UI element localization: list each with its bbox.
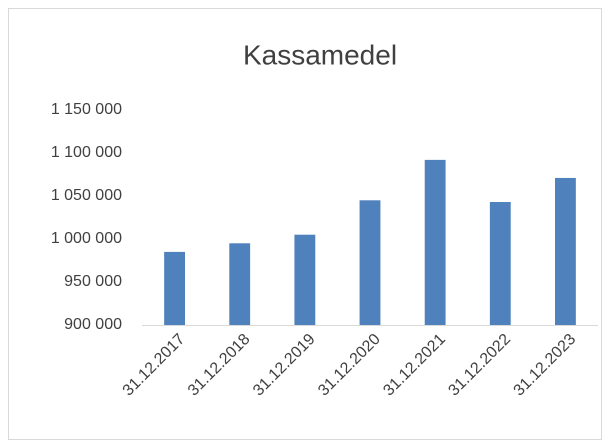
- bar: [359, 200, 381, 325]
- y-tick-label: 1 100 000: [51, 144, 122, 161]
- bar: [294, 234, 316, 325]
- chart-title: Kassamedel: [243, 39, 397, 70]
- y-tick-label: 950 000: [64, 273, 122, 290]
- y-tick-label: 1 050 000: [51, 187, 122, 204]
- y-tick-label: 1 000 000: [51, 230, 122, 247]
- chart-border: [8, 8, 602, 440]
- bar: [555, 177, 576, 325]
- bar: [489, 202, 511, 325]
- bar: [164, 251, 185, 325]
- y-tick-label: 1 150 000: [51, 101, 122, 118]
- bar: [229, 243, 251, 325]
- y-tick-label: 900 000: [64, 316, 122, 333]
- bar: [424, 159, 446, 325]
